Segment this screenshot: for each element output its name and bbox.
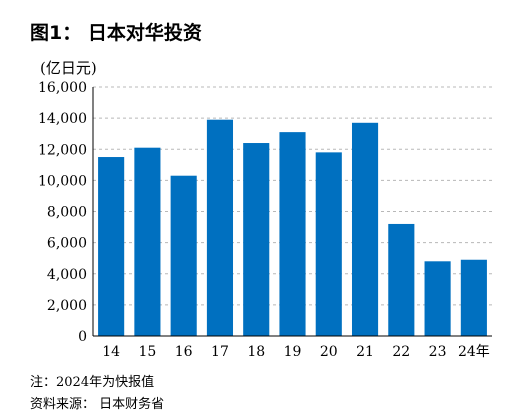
- x-tick-label: 17: [211, 344, 229, 360]
- x-tick-label: 18: [247, 344, 265, 360]
- footnote-note: 注：2024年为快报值: [30, 375, 155, 390]
- bar-20: [315, 152, 342, 336]
- y-tick-label: 10,000: [38, 173, 87, 189]
- y-tick-label: 6,000: [47, 236, 87, 252]
- y-tick-label: 8,000: [47, 205, 87, 221]
- bar-21: [351, 122, 379, 336]
- x-tick-label: 15: [138, 344, 156, 360]
- bar-19: [279, 132, 306, 336]
- y-tick-label: 2,000: [47, 298, 87, 314]
- y-tick-label: 4,000: [47, 267, 87, 283]
- x-tick-label: 20: [320, 344, 338, 360]
- bar-23: [424, 261, 451, 336]
- bar-22: [388, 223, 415, 336]
- bar-15: [134, 147, 161, 336]
- bars: [98, 119, 487, 337]
- bar-16: [170, 175, 197, 336]
- x-tick-label: 21: [356, 344, 374, 360]
- y-axis-unit: (亿日元): [40, 59, 97, 77]
- bar-18: [243, 143, 270, 336]
- footnote-source: 资料来源： 日本财务省: [30, 397, 165, 412]
- y-tick-label: 14,000: [38, 111, 87, 127]
- x-tick-label: 24年: [458, 344, 490, 360]
- x-tick-label: 16: [175, 344, 193, 360]
- bar-24年: [460, 259, 487, 336]
- y-tick-label: 0: [78, 329, 87, 345]
- y-tick-label: 16,000: [38, 80, 87, 96]
- x-tick-label: 22: [392, 344, 410, 360]
- x-tick-label: 19: [284, 344, 302, 360]
- y-tick-labels: 0 2,000 4,000 6,000 8,000 10,000 12,000 14,000 1…: [38, 80, 87, 345]
- bar-14: [98, 157, 125, 336]
- chart-title: 图1： 日本对华投资: [30, 22, 202, 44]
- x-tick-label: 14: [102, 344, 120, 360]
- x-tick-label: 23: [429, 344, 447, 360]
- bar-17: [206, 119, 234, 337]
- x-tick-labels: 14 15 16 17 18 19 20 21 22 23 24年: [102, 344, 490, 360]
- y-tick-label: 12,000: [38, 142, 87, 158]
